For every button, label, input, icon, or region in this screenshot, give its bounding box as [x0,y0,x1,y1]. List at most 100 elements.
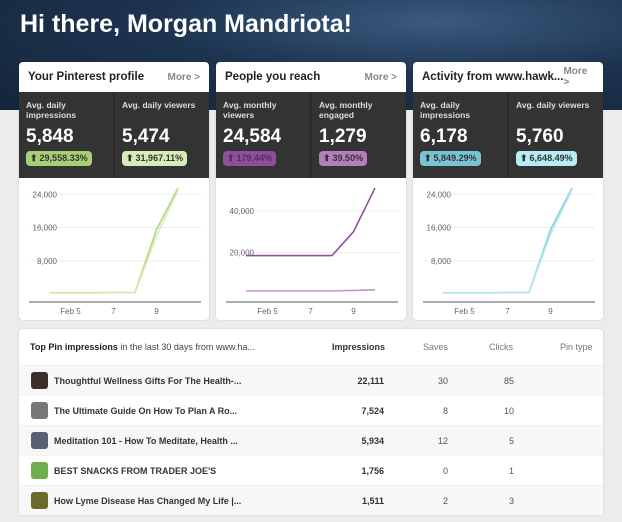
stat: Avg. daily impressions 5,848 ⬆ 29,558.33% [19,92,115,178]
pin-thumbnail [31,462,48,479]
top-pins-table: Top Pin impressions in the last 30 days … [19,329,603,515]
pin-title[interactable]: How Lyme Disease Has Changed My Life |..… [54,496,242,506]
change-value: 39.50% [332,153,364,163]
arrow-up-icon: ⬆ [424,153,432,163]
stat-value: 6,178 [420,126,468,147]
change-badge: ⬆ 39.50% [319,151,368,166]
stat-label: Avg. daily impressions [26,100,77,120]
saves: 8 [442,406,448,416]
stats-panel: Avg. daily impressions 5,848 ⬆ 29,558.33% Av… [19,92,209,178]
card-header: People you reach More > [216,62,406,92]
stat: Avg. daily viewers 5,474 ⬆ 31,967.11% [115,92,209,178]
change-badge: ⬆ 6,648.49% [516,151,577,166]
table-row[interactable]: Meditation 101 - How To Meditate, Health… [19,425,603,455]
more-link[interactable]: More > [563,66,588,88]
clicks: 85 [503,376,514,386]
col-clicks[interactable]: Clicks [489,342,513,352]
clicks: 10 [503,406,514,416]
table-row[interactable]: How Lyme Disease Has Changed My Life |..… [19,485,603,515]
clicks: 3 [508,496,514,506]
impressions: 5,934 [361,436,384,446]
change-badge: ⬆ 29,558.33% [26,151,92,166]
more-link[interactable]: More > [364,71,397,83]
change-badge: ⬆ 31,967.11% [122,151,188,166]
y-tick-label: 16,000 [33,224,58,233]
table-row[interactable]: Thoughtful Wellness Gifts For The Health… [19,365,603,395]
summary-card: Your Pinterest profile More > Avg. daily i… [19,62,209,320]
stat-label: Avg. daily impressions [420,100,471,120]
stat-value: 24,584 [223,126,282,147]
stat: Avg. monthly engaged 1,279 ⬆ 39.50% [312,92,406,178]
summary-card: Activity from www.hawk... More > Avg. dail… [413,62,603,320]
impressions: 1,756 [361,466,384,476]
saves: 12 [437,436,448,446]
table-title-rest: in the last 30 days from www.ha... [117,342,255,352]
y-tick-label: 24,000 [427,190,452,199]
x-tick-label: Feb 5 [257,307,278,316]
pin-thumbnail [31,492,48,509]
table-row[interactable]: The Ultimate Guide On How To Plan A Ro..… [19,395,603,425]
arrow-up-icon: ⬆ [227,153,235,163]
x-tick-label: 9 [154,307,159,316]
col-impressions[interactable]: Impressions [332,342,386,352]
saves: 30 [437,376,448,386]
series-line [49,187,179,294]
col-pin-type[interactable]: Pin type [560,342,593,352]
change-value: 31,967.11% [135,153,184,163]
series-line [443,187,573,294]
x-tick-label: 7 [308,307,313,316]
stat: Avg. daily impressions 6,178 ⬆ 5,849.29% [413,92,509,178]
stat-label: Avg. daily viewers [516,100,590,110]
pin-title[interactable]: Meditation 101 - How To Meditate, Health… [54,436,238,446]
stats-panel: Avg. monthly viewers 24,584 ⬆ 179.44% Avg. m… [216,92,406,178]
stat-value: 1,279 [319,126,367,147]
series-line [49,189,179,294]
table-header: Top Pin impressions in the last 30 days … [19,329,603,365]
y-tick-label: 24,000 [33,190,58,199]
series-line [246,289,376,292]
arrow-up-icon: ⬆ [520,153,528,163]
saves: 0 [442,466,448,476]
x-tick-label: Feb 5 [454,307,475,316]
table-row[interactable]: BEST SNACKS FROM TRADER JOE'S 1,756 0 1 [19,455,603,485]
more-link[interactable]: More > [167,71,200,83]
stat: Avg. monthly viewers 24,584 ⬆ 179.44% [216,92,312,178]
impressions: 22,111 [357,376,384,386]
table-title: Top Pin impressions in the last 30 days … [30,342,255,352]
stat-value: 5,848 [26,126,74,147]
arrow-up-icon: ⬆ [30,153,38,163]
card-header: Activity from www.hawk... More > [413,62,603,92]
card-title: People you reach [225,71,321,83]
clicks: 1 [508,466,514,476]
x-tick-label: 7 [111,307,116,316]
stat-value: 5,474 [122,126,170,147]
arrow-up-icon: ⬆ [126,153,134,163]
change-value: 5,849.29% [433,153,477,163]
pin-thumbnail [31,402,48,419]
impressions: 7,524 [361,406,384,416]
stat-label: Avg. monthly engaged [319,100,373,120]
card-header: Your Pinterest profile More > [19,62,209,92]
pin-title[interactable]: BEST SNACKS FROM TRADER JOE'S [54,466,217,476]
col-saves[interactable]: Saves [423,342,449,352]
pin-thumbnail [31,432,48,449]
x-tick-label: 7 [505,307,510,316]
change-value: 179.44% [236,153,273,163]
x-tick-label: Feb 5 [60,307,81,316]
stat-label: Avg. daily viewers [122,100,196,110]
pin-title[interactable]: The Ultimate Guide On How To Plan A Ro..… [54,406,238,416]
change-value: 29,558.33% [39,153,88,163]
impressions: 1,511 [361,496,384,506]
stats-panel: Avg. daily impressions 6,178 ⬆ 5,849.29% Avg… [413,92,603,178]
x-tick-label: 9 [548,307,553,316]
series-line [246,187,376,257]
series-line [443,189,573,294]
pin-title[interactable]: Thoughtful Wellness Gifts For The Health… [54,376,242,386]
line-chart: 8,000 16,000 24,000 Feb 5 7 9 [423,187,595,316]
y-tick-label: 8,000 [431,257,452,266]
card-title: Your Pinterest profile [28,71,145,83]
x-tick-label: 9 [351,307,356,316]
table-title-bold: Top Pin impressions [30,342,118,352]
pin-thumbnail [31,372,48,389]
clicks: 5 [508,436,514,446]
